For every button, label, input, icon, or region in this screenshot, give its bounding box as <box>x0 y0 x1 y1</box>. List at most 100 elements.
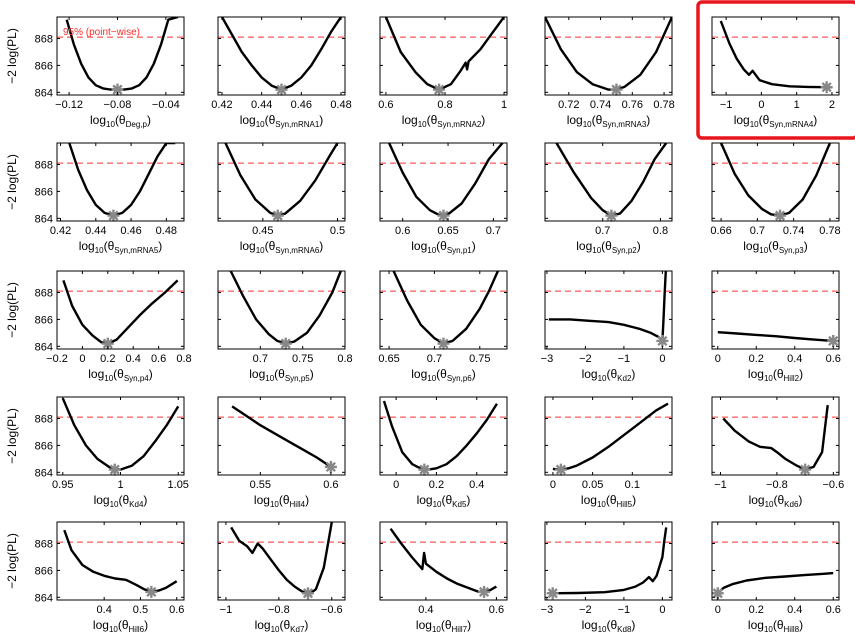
axes-box <box>711 16 840 96</box>
optimum-marker <box>546 587 559 600</box>
panel-5: −1 0 1 2 log10(θSyn,mRNA4) <box>696 0 855 140</box>
panel-25: 0 0.2 0.4 0.6 log10(θHill8) <box>711 521 841 634</box>
x-tick-label: 0.4 <box>787 353 802 365</box>
x-tick-label: −0.8 <box>766 479 788 491</box>
axes-box <box>217 270 346 350</box>
profile-curve <box>717 331 834 343</box>
optimum-marker <box>554 463 567 476</box>
x-tick-label: 0.4 <box>418 604 433 616</box>
axes-box <box>56 142 185 222</box>
x-tick-label: 0 <box>79 353 85 365</box>
x-tick-label: 0 <box>393 479 399 491</box>
x-tick-label: 0.78 <box>653 99 674 111</box>
panel-16: 0.95 1 1.05 864 866 868 log10(θKd4) −2 log(PL) <box>5 396 189 509</box>
x-tick-label: 0.6 <box>378 99 393 111</box>
x-tick-label: 0.6 <box>151 353 166 365</box>
optimum-marker <box>275 83 288 96</box>
x-axis-label: log10(θHill8) <box>748 618 803 634</box>
x-axis-label: log10(θHill6) <box>93 618 148 634</box>
threshold-annotation: 95% (point−wise) <box>63 27 140 38</box>
axes-box <box>56 16 185 96</box>
y-axis-label: −2 log(PL) <box>5 154 19 210</box>
x-tick-label: 0.6 <box>395 225 410 237</box>
axes-box <box>56 396 185 476</box>
panel-14: −3 −2 −1 0 log10(θKd2) <box>541 270 673 383</box>
y-tick-label: 866 <box>35 186 53 198</box>
x-axis-label: log10(θSyn,p6) <box>411 367 476 383</box>
panel-21: 0.4 0.5 0.6 864 866 868 log10(θHill6) −2 log(PL… <box>5 521 185 634</box>
x-tick-label: 0.6 <box>323 479 338 491</box>
x-tick-label: 0.4 <box>469 479 484 491</box>
x-tick-label: 0.4 <box>126 353 141 365</box>
optimum-marker <box>799 463 812 476</box>
x-axis-label: log10(θDeg,p) <box>90 113 151 129</box>
x-axis-label: log10(θKd6) <box>749 493 803 509</box>
x-tick-label: 0.1 <box>625 479 640 491</box>
panel-17: 0.55 0.6 log10(θHill4) <box>217 396 346 509</box>
y-tick-label: 864 <box>35 341 53 353</box>
x-tick-label: −1 <box>220 604 233 616</box>
x-tick-label: 0.8 <box>653 225 668 237</box>
axes-box <box>544 521 673 601</box>
x-tick-label: 0.75 <box>469 353 490 365</box>
axes-box <box>56 270 185 350</box>
profile-curve <box>224 143 339 217</box>
x-axis-label: log10(θSyn,p4) <box>88 367 153 383</box>
y-tick-label: 864 <box>35 87 53 99</box>
x-axis-label: log10(θSyn,p3) <box>743 239 808 255</box>
x-tick-label: −1 <box>714 479 727 491</box>
axes-box <box>217 521 346 601</box>
x-tick-label: 0.7 <box>427 353 442 365</box>
x-axis-label: log10(θSyn,mRNA3) <box>567 113 651 129</box>
profile-curve <box>63 529 178 594</box>
profile-curve <box>389 528 497 594</box>
x-tick-label: 0.46 <box>291 99 312 111</box>
x-tick-label: 0 <box>550 479 556 491</box>
x-tick-label: 0.6 <box>826 353 841 365</box>
profile-curve <box>230 522 333 595</box>
panel-24: −3 −2 −1 0 log10(θKd8) <box>541 521 673 634</box>
x-tick-label: 0.95 <box>52 479 73 491</box>
x-tick-label: −3 <box>541 353 554 365</box>
optimum-marker <box>145 585 158 598</box>
profile-curve <box>716 571 834 595</box>
optimum-marker <box>433 83 446 96</box>
optimum-marker <box>324 460 337 473</box>
profile-curve <box>388 143 504 217</box>
panel-8: 0.6 0.65 0.7 log10(θSyn,p1) <box>379 142 508 255</box>
profile-curve <box>220 17 342 91</box>
x-tick-label: −0.12 <box>55 99 83 111</box>
x-tick-label: −0.6 <box>321 604 343 616</box>
panel-6: 0.42 0.44 0.46 0.48 864 866 868 log10(θSyn,mRNA… <box>5 142 185 255</box>
optimum-marker <box>437 337 450 350</box>
profile-curve <box>231 405 332 468</box>
x-tick-label: 0.45 <box>252 225 273 237</box>
x-tick-label: 0.65 <box>437 225 458 237</box>
x-tick-label: 0.2 <box>749 353 764 365</box>
optimum-marker <box>107 209 120 222</box>
x-tick-label: 0.2 <box>100 353 115 365</box>
x-tick-label: 0 <box>659 353 665 365</box>
x-tick-label: 2 <box>829 99 835 111</box>
y-tick-label: 866 <box>35 565 53 577</box>
x-tick-label: −0.6 <box>822 479 844 491</box>
x-axis-label: log10(θSyn,mRNA2) <box>402 113 486 129</box>
x-axis-label: log10(θSyn,p5) <box>249 367 314 383</box>
x-axis-label: log10(θKd8) <box>582 618 636 634</box>
x-tick-label: 0.7 <box>750 225 765 237</box>
x-tick-label: 0.42 <box>50 225 71 237</box>
optimum-marker <box>418 463 431 476</box>
x-tick-label: 0.8 <box>176 353 191 365</box>
profile-curve <box>229 271 342 345</box>
x-tick-label: 1 <box>117 479 123 491</box>
y-tick-label: 864 <box>35 467 53 479</box>
axes-box <box>217 396 346 476</box>
axes-box <box>711 142 840 222</box>
axes-box <box>379 396 508 476</box>
x-tick-label: 1 <box>501 99 507 111</box>
profile-curve <box>545 17 672 91</box>
x-axis-label: log10(θSyn,p2) <box>576 239 641 255</box>
panel-11: −0.2 0 0.2 0.4 0.6 0.8 864 866 868 log10(θSyn,p4)… <box>5 270 192 383</box>
optimum-marker <box>774 209 787 222</box>
